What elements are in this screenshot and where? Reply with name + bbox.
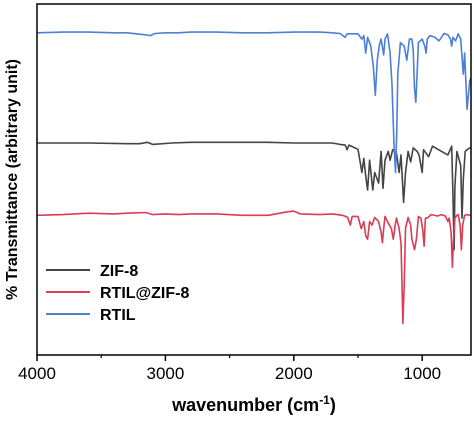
x-tick-label: 1000 [403,364,441,383]
x-tick-label: 3000 [146,364,184,383]
series-line-zif-8 [37,141,471,251]
legend: ZIF-8 RTIL@ZIF-8 RTIL [46,263,189,324]
legend-label: RTIL@ZIF-8 [100,285,189,302]
series-line-rtil-zif-8 [36,210,471,325]
legend-label: RTIL [100,307,136,324]
x-axis-label: wavenumber (cm-1) [171,393,336,415]
x-axis-ticks: 4000 3000 2000 1000 [18,355,441,383]
y-axis-label: % Transmittance (arbitrary unit) [4,59,21,300]
plot-frame [36,3,472,356]
x-tick-label: 4000 [18,364,56,383]
legend-label: ZIF-8 [100,263,138,280]
x-axis-label-superscript: -1 [319,393,330,407]
series-line-rtil [36,31,472,174]
series-layer [36,31,472,325]
x-tick-label: 2000 [275,364,313,383]
